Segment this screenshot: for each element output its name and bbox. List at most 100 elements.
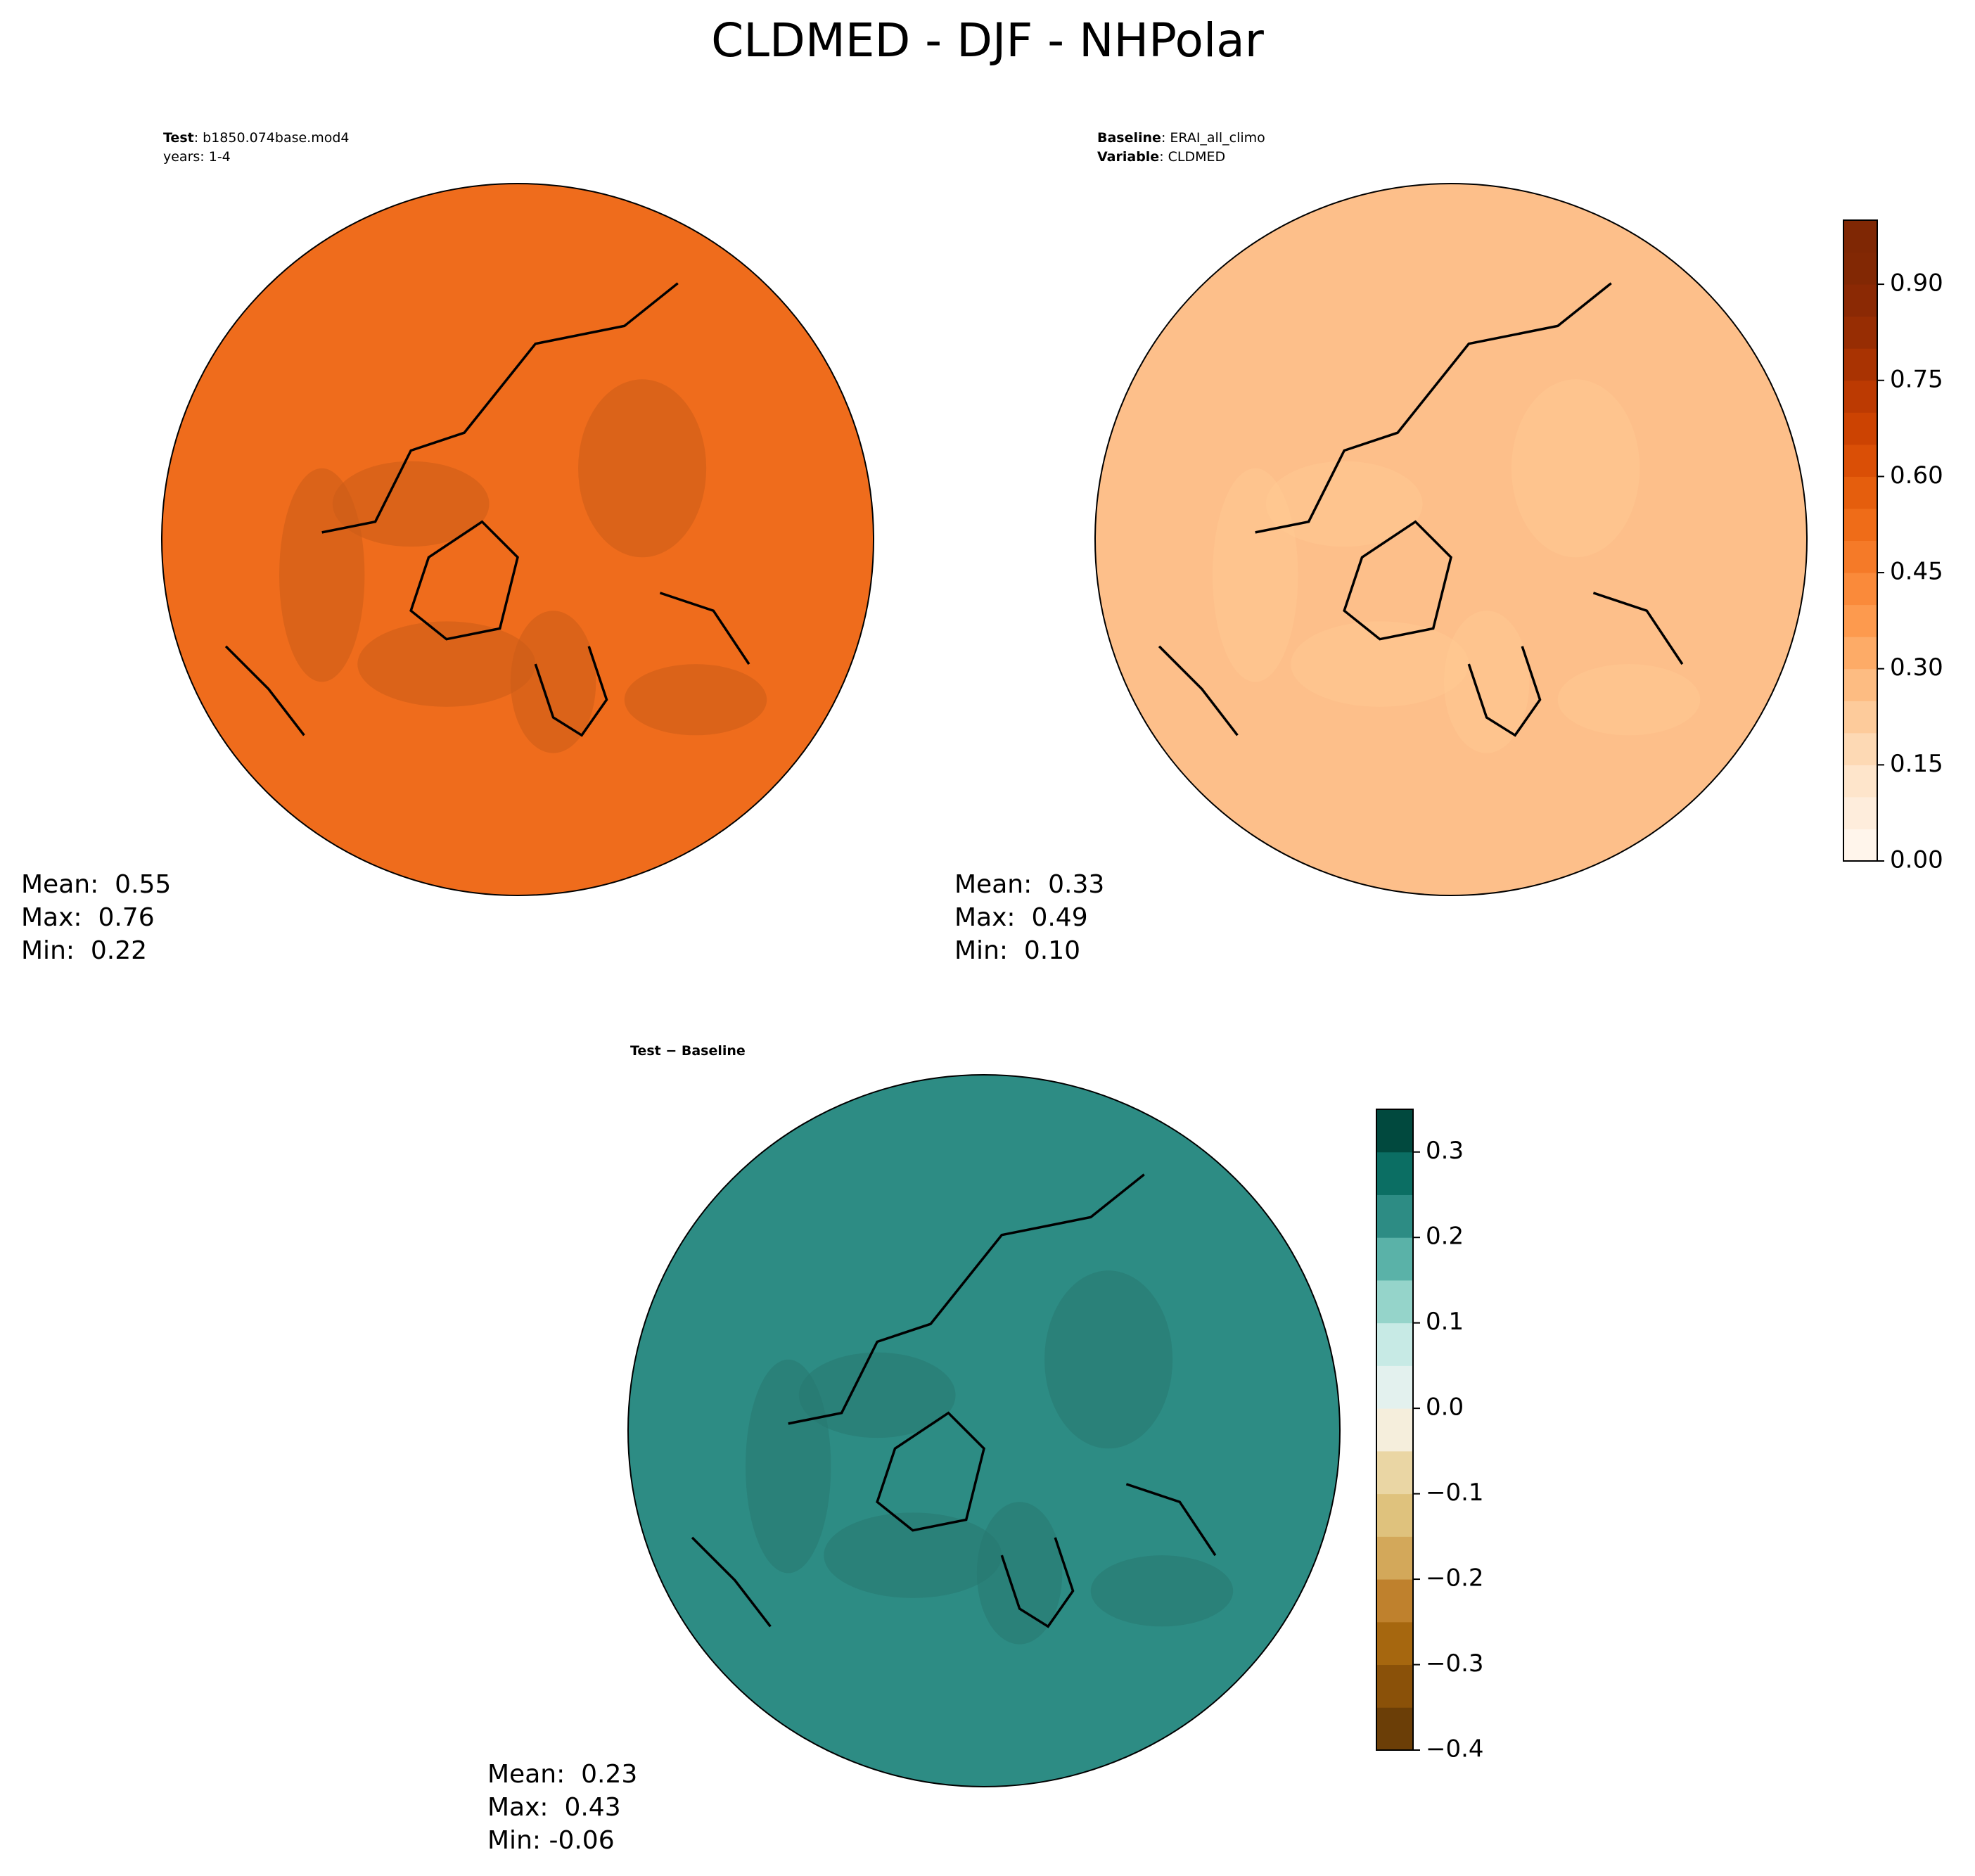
header-text: : ERAI_all_climo [1161, 130, 1265, 146]
header-key: Test − Baseline [630, 1043, 746, 1059]
colorbar-band [1843, 412, 1877, 445]
colorbar-band [1376, 1322, 1413, 1366]
colorbar-band [1376, 1194, 1413, 1238]
map-contour [1557, 664, 1701, 736]
colorbar-band [1843, 252, 1877, 285]
map-field [162, 184, 874, 895]
colorbar-frame [1843, 219, 1878, 862]
map-contour [1090, 1555, 1234, 1627]
header-text: : CLDMED [1159, 149, 1225, 165]
stat-line: Mean: 0.55 [21, 870, 171, 899]
map-contour [279, 468, 365, 682]
panel-header: years: 1-4 [163, 149, 231, 165]
stat-line: Max: 0.43 [487, 1793, 621, 1822]
colorbar-tick-label: 0.30 [1890, 653, 1943, 682]
colorbar-band [1376, 1664, 1413, 1708]
header-key: Baseline [1097, 130, 1161, 146]
colorbar-band [1376, 1493, 1413, 1537]
panel-header: Baseline: ERAI_all_climo [1097, 130, 1265, 146]
colorbar-tick-label: 0.2 [1426, 1223, 1464, 1251]
colorbar-band [1843, 316, 1877, 349]
colorbar-band [1843, 540, 1877, 573]
figure-title: CLDMED - DJF - NHPolar [711, 13, 1265, 68]
colorbar-tick-label: −0.3 [1426, 1650, 1484, 1678]
colorbar-band [1376, 1408, 1413, 1452]
map-boundary [1094, 183, 1808, 896]
colorbar-band [1376, 1151, 1413, 1195]
colorbar-tick-label: 0.15 [1890, 750, 1943, 778]
coastline [224, 282, 750, 737]
coastline [691, 1173, 1217, 1628]
map-background [628, 1075, 1340, 1787]
map-contour [1443, 611, 1530, 753]
colorbar-band [1843, 637, 1877, 670]
map-contour [1511, 379, 1640, 558]
colorbar-tick-label: 0.60 [1890, 461, 1943, 490]
colorbar-band [1843, 444, 1877, 477]
map-boundary [627, 1074, 1341, 1787]
colorbar-tick-label: −0.1 [1426, 1479, 1484, 1507]
map-boundary [161, 183, 874, 896]
stat-line: Mean: 0.23 [487, 1760, 637, 1789]
colorbar-tick-label: 0.3 [1426, 1137, 1464, 1165]
panel-header: Test: b1850.074base.mod4 [163, 130, 350, 146]
header-key: Variable [1097, 149, 1159, 165]
header-key: Test [163, 130, 194, 146]
stat-line: Min: 0.10 [954, 936, 1080, 965]
map-contour [1265, 461, 1423, 547]
colorbar-band [1376, 1237, 1413, 1281]
colorbar-tick-label: 0.1 [1426, 1308, 1464, 1336]
colorbar-band [1843, 765, 1877, 798]
colorbar-band [1843, 573, 1877, 606]
colorbar-band [1843, 348, 1877, 381]
map-background [162, 184, 874, 895]
colorbar-band [1376, 1450, 1413, 1495]
colorbar-tick-label: 0.0 [1426, 1393, 1464, 1422]
map-contour [1212, 468, 1298, 682]
colorbar-band [1843, 732, 1877, 765]
stat-line: Max: 0.49 [954, 903, 1088, 932]
map-contour [824, 1512, 1002, 1598]
colorbar-band [1376, 1280, 1413, 1324]
header-text: : b1850.074base.mod4 [194, 130, 350, 146]
map-contour [578, 379, 707, 558]
map-contour [798, 1352, 956, 1438]
header-text: years: 1-4 [163, 149, 231, 165]
map-field [628, 1075, 1340, 1787]
colorbar-tick-label: −0.4 [1426, 1735, 1484, 1763]
colorbar-band [1376, 1621, 1413, 1666]
colorbar-band [1843, 380, 1877, 413]
panel-header: Test − Baseline [630, 1043, 746, 1059]
map-field [1095, 184, 1807, 895]
colorbar-band [1843, 604, 1877, 637]
colorbar-tick-label: 0.75 [1890, 365, 1943, 393]
coastline [1158, 282, 1684, 737]
colorbar-band [1376, 1579, 1413, 1623]
colorbar-tick-label: −0.2 [1426, 1564, 1484, 1593]
colorbar-band [1376, 1707, 1413, 1751]
stat-line: Max: 0.76 [21, 903, 155, 932]
colorbar-tick-label: 0.00 [1890, 846, 1943, 874]
map-contour [745, 1359, 831, 1574]
colorbar-band [1843, 476, 1877, 509]
map-contour [1291, 621, 1469, 707]
map-contour [332, 461, 490, 547]
panel-header: Variable: CLDMED [1097, 149, 1225, 165]
map-background [1095, 184, 1807, 895]
stat-line: Min: -0.06 [487, 1826, 615, 1855]
map-contour [976, 1502, 1063, 1645]
colorbar-band [1376, 1365, 1413, 1409]
stat-line: Min: 0.22 [21, 936, 147, 965]
colorbar-band [1843, 284, 1877, 317]
colorbar-band [1843, 796, 1877, 829]
map-contour [510, 611, 596, 753]
map-contour [1044, 1270, 1173, 1449]
colorbar-tick-label: 0.90 [1890, 269, 1943, 298]
map-contour [357, 621, 536, 707]
map-contour [624, 664, 767, 736]
colorbar-band [1376, 1536, 1413, 1580]
colorbar-band [1843, 829, 1877, 862]
colorbar-band [1843, 508, 1877, 541]
colorbar-band [1843, 701, 1877, 734]
